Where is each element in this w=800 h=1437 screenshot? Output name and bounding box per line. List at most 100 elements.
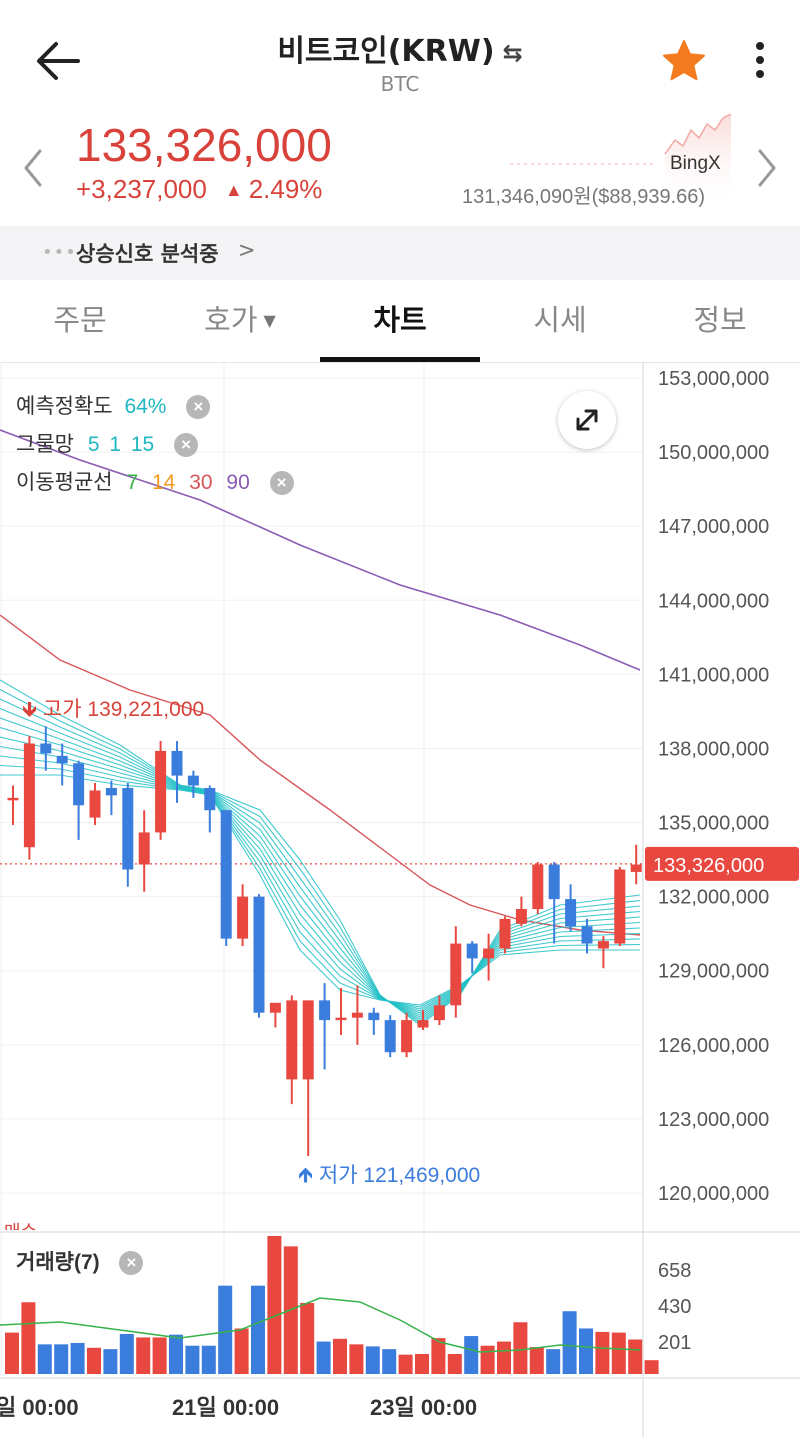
- tab-market-price[interactable]: 시세: [533, 303, 587, 337]
- volume-bar: [415, 1353, 429, 1374]
- high-price-annotation: 🡻 고가 139,221,000: [22, 698, 205, 721]
- more-menu-icon[interactable]: [740, 38, 780, 84]
- ribbon-line: [0, 774, 640, 1006]
- ma90-path: [0, 429, 641, 671]
- ma30-path: [0, 614, 641, 936]
- candle-body: [204, 787, 216, 811]
- close-icon[interactable]: ×: [269, 471, 294, 496]
- price-tick-label: 150,000,000: [658, 442, 769, 464]
- price-chart[interactable]: 153,000,000 150,000,000 147,000,000 144,000…: [0, 362, 800, 1437]
- price-tick-label: 132,000,000: [658, 887, 769, 909]
- volume-bar: [628, 1339, 643, 1374]
- signal-text: 상승신호 분석중: [76, 242, 219, 266]
- indicator-accuracy: 예측정확도 64% ×: [16, 390, 211, 420]
- swap-icon[interactable]: ⇆: [502, 39, 523, 67]
- candle-body: [450, 943, 462, 1006]
- volume-tick-label: 658: [658, 1260, 691, 1282]
- favorite-star-icon[interactable]: [660, 38, 708, 84]
- tab-orderbook[interactable]: 호가 ▼: [204, 303, 276, 337]
- volume-bar: [447, 1353, 462, 1374]
- arrow-down-icon: 🡻: [22, 698, 38, 721]
- chevron-left-icon[interactable]: [16, 145, 50, 191]
- ma90-value: 90: [226, 471, 250, 494]
- candle-body: [73, 763, 85, 806]
- ma7-value: 7: [126, 471, 139, 494]
- volume-bar: [218, 1285, 233, 1374]
- back-arrow-icon[interactable]: [30, 35, 86, 87]
- candle-body: [23, 743, 35, 848]
- price-tick-label: 138,000,000: [658, 738, 769, 760]
- volume-bar: [644, 1360, 659, 1374]
- exchange-name: BingX: [670, 153, 721, 174]
- price-tick-label: 135,000,000: [658, 813, 769, 835]
- tab-bar: 주문 호가 ▼ 차트 시세 정보: [0, 280, 800, 363]
- accuracy-label: 예측정확도: [16, 395, 113, 418]
- volume-bar: [316, 1341, 331, 1374]
- volume-bars: [0, 1236, 659, 1374]
- candle-body: [105, 787, 117, 796]
- close-icon[interactable]: ×: [174, 433, 199, 458]
- candle-body: [302, 1000, 314, 1080]
- ma14-value: 14: [151, 471, 176, 494]
- candle-body: [40, 743, 52, 754]
- ribbon-line: [0, 698, 641, 1022]
- candle-body: [89, 790, 101, 818]
- ribbon-line: [0, 726, 641, 1016]
- price-axis: 153,000,000 150,000,000 147,000,000 144,000…: [645, 368, 799, 1354]
- candle-body: [56, 755, 68, 764]
- ma-label: 이동평균선: [16, 471, 113, 494]
- candle-body: [351, 1012, 363, 1018]
- price-tick-label: 120,000,000: [658, 1183, 769, 1205]
- indicator-moving-average: 이동평균선 7 14 30 90 ×: [16, 466, 294, 496]
- tab-chart[interactable]: 차트: [373, 303, 427, 337]
- volume-bar: [595, 1331, 610, 1374]
- volume-tick-label: 201: [658, 1332, 691, 1354]
- arrow-up-icon: 🡹: [298, 1164, 314, 1187]
- candle-body: [237, 896, 249, 939]
- volume-tick-label: 430: [658, 1296, 691, 1318]
- volume-bar: [54, 1344, 69, 1374]
- candle-body: [335, 1017, 347, 1021]
- candle-body: [483, 948, 495, 959]
- volume-bar: [37, 1344, 52, 1374]
- tab-order[interactable]: 주문: [53, 303, 107, 337]
- volume-bar: [251, 1285, 265, 1374]
- candle-body: [171, 750, 183, 776]
- expand-fullscreen-icon[interactable]: [558, 391, 616, 449]
- volume-bar: [21, 1302, 36, 1374]
- ribbon-line: [0, 717, 641, 1018]
- candle-body: [187, 775, 199, 786]
- candle-body: [630, 864, 642, 872]
- current-price-label: 133,326,000: [653, 855, 764, 877]
- candle-body: [614, 869, 626, 944]
- candle-body: [368, 1012, 380, 1021]
- ribbon-line: [0, 707, 641, 1020]
- volume-bar: [480, 1345, 495, 1374]
- volume-bar: [349, 1344, 364, 1374]
- candle-body: [401, 1020, 413, 1053]
- volume-bar: [464, 1336, 479, 1374]
- volume-bar: [382, 1349, 397, 1374]
- close-icon[interactable]: ×: [119, 1251, 144, 1276]
- candle-body: [466, 943, 478, 959]
- price-tick-label: 147,000,000: [658, 516, 769, 538]
- volume-bar: [365, 1346, 380, 1374]
- candle-body: [155, 750, 167, 833]
- chevron-right-icon[interactable]: [750, 145, 784, 191]
- signal-banner[interactable]: ••• 상승신호 분석중 >: [0, 226, 800, 280]
- time-tick-label: 일 00:00: [0, 1395, 79, 1420]
- candle-body: [319, 1000, 331, 1021]
- volume-bar: [497, 1341, 511, 1374]
- volume-bar: [234, 1328, 249, 1374]
- close-icon[interactable]: ×: [186, 395, 211, 420]
- volume-bar: [546, 1349, 561, 1374]
- candle-body: [548, 864, 560, 900]
- header: 비트코인(KRW) ⇆ BTC: [0, 0, 800, 110]
- volume-bar: [267, 1236, 282, 1374]
- ribbon-line: [0, 689, 641, 1024]
- candle-body: [597, 941, 609, 949]
- price-tick-label: 141,000,000: [658, 664, 769, 686]
- tab-info[interactable]: 정보: [693, 303, 747, 337]
- ma90-line: [0, 429, 641, 671]
- page-title[interactable]: 비트코인(KRW) ⇆: [277, 34, 523, 69]
